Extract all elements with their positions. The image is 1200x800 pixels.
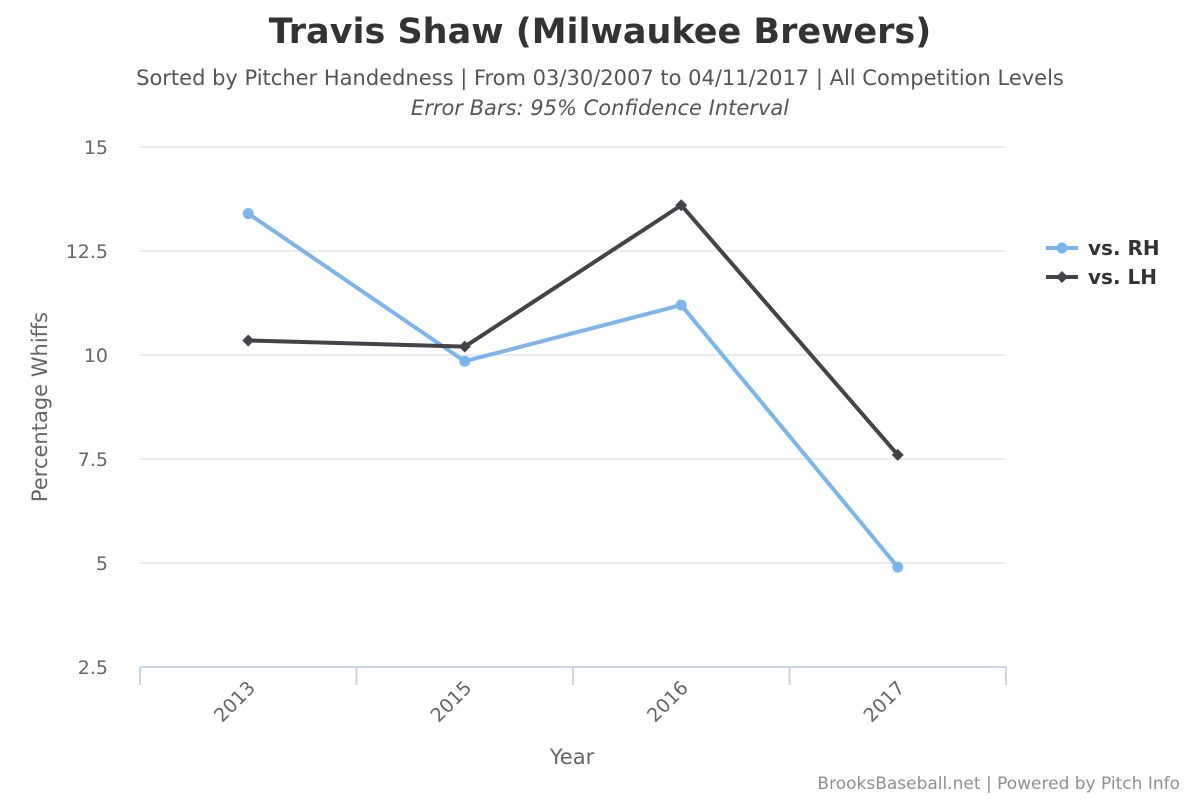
y-tick-label: 7.5	[78, 449, 108, 471]
data-point	[459, 355, 471, 367]
chart-title: Travis Shaw (Milwaukee Brewers)	[268, 12, 932, 52]
y-axis-title: Percentage Whiffs	[28, 312, 52, 502]
series-layer	[242, 199, 904, 573]
series-line	[246, 203, 900, 457]
chart-error-bar-note: Error Bars: 95% Confidence Interval	[410, 96, 790, 120]
legend-label: vs. RH	[1088, 236, 1160, 260]
data-point	[891, 448, 904, 461]
credits[interactable]: BrooksBaseball.net | Powered by Pitch In…	[817, 774, 1180, 794]
y-tick-label: 5	[96, 553, 108, 575]
y-tick-label: 2.5	[78, 657, 108, 679]
chart-subtitle: Sorted by Pitcher Handedness | From 03/3…	[136, 66, 1064, 90]
x-axis-title: Year	[549, 745, 595, 769]
x-axis: 2013 2015 2016 2017	[139, 666, 1007, 727]
legend: vs. RH vs. LH	[1046, 236, 1160, 289]
legend-marker	[1056, 242, 1068, 254]
data-point	[892, 561, 904, 573]
data-point	[242, 208, 254, 220]
y-tick-label: 12.5	[66, 241, 108, 263]
data-point	[675, 199, 688, 212]
x-tick-label: 2013	[210, 677, 260, 727]
series-line	[246, 211, 900, 570]
x-tick-label: 2017	[860, 677, 910, 727]
grid-lines	[140, 146, 1006, 564]
y-tick-label: 15	[84, 137, 108, 159]
y-axis: 2.5 5 7.5 10 12.5 15	[66, 137, 108, 679]
y-tick-label: 10	[84, 345, 108, 367]
legend-marker	[1056, 271, 1068, 283]
x-tick-label: 2015	[427, 677, 477, 727]
data-point	[675, 299, 687, 311]
data-point	[458, 340, 471, 353]
data-point	[242, 334, 255, 347]
x-tick-label: 2016	[643, 677, 693, 727]
legend-label: vs. LH	[1088, 265, 1157, 289]
